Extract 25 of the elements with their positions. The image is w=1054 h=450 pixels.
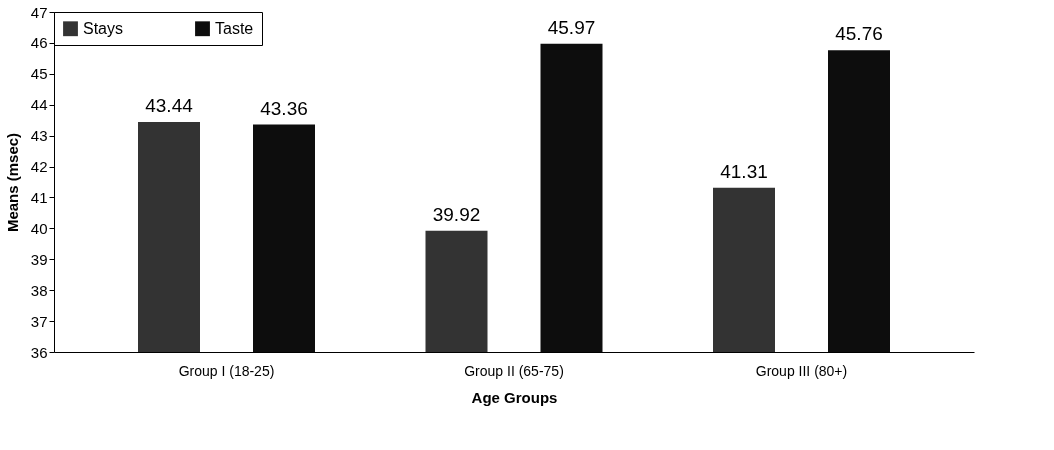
data-label: 41.31 <box>720 160 768 182</box>
y-tick-label: 38 <box>30 281 48 299</box>
y-tick-label: 45 <box>30 65 48 83</box>
y-tick-label: 43 <box>30 127 48 145</box>
y-axis-title: Means (msec) <box>3 132 21 233</box>
y-tick-label: 41 <box>30 188 48 206</box>
data-label: 43.36 <box>260 97 308 119</box>
y-tick-label: 40 <box>30 219 48 237</box>
x-axis-title: Age Groups <box>471 388 558 406</box>
y-tick-label: 39 <box>30 250 48 268</box>
x-tick-label: Group I (18-25) <box>178 362 275 379</box>
data-label: 43.44 <box>145 95 194 117</box>
data-label: 45.76 <box>835 23 883 45</box>
legend-label: Stays <box>83 19 124 37</box>
y-tick-label: 42 <box>30 158 48 176</box>
y-tick-label: 46 <box>30 34 48 52</box>
y-tick-label: 44 <box>30 96 48 114</box>
y-tick-label: 36 <box>30 343 48 361</box>
x-tick-label: Group II (65-75) <box>464 362 564 379</box>
y-tick-label: 37 <box>30 312 48 330</box>
data-label: 45.97 <box>547 16 596 38</box>
x-tick-label: Group III (80+) <box>755 362 848 379</box>
data-label: 39.92 <box>432 203 481 225</box>
y-tick-label: 47 <box>30 3 48 21</box>
legend-label: Taste <box>215 19 254 37</box>
